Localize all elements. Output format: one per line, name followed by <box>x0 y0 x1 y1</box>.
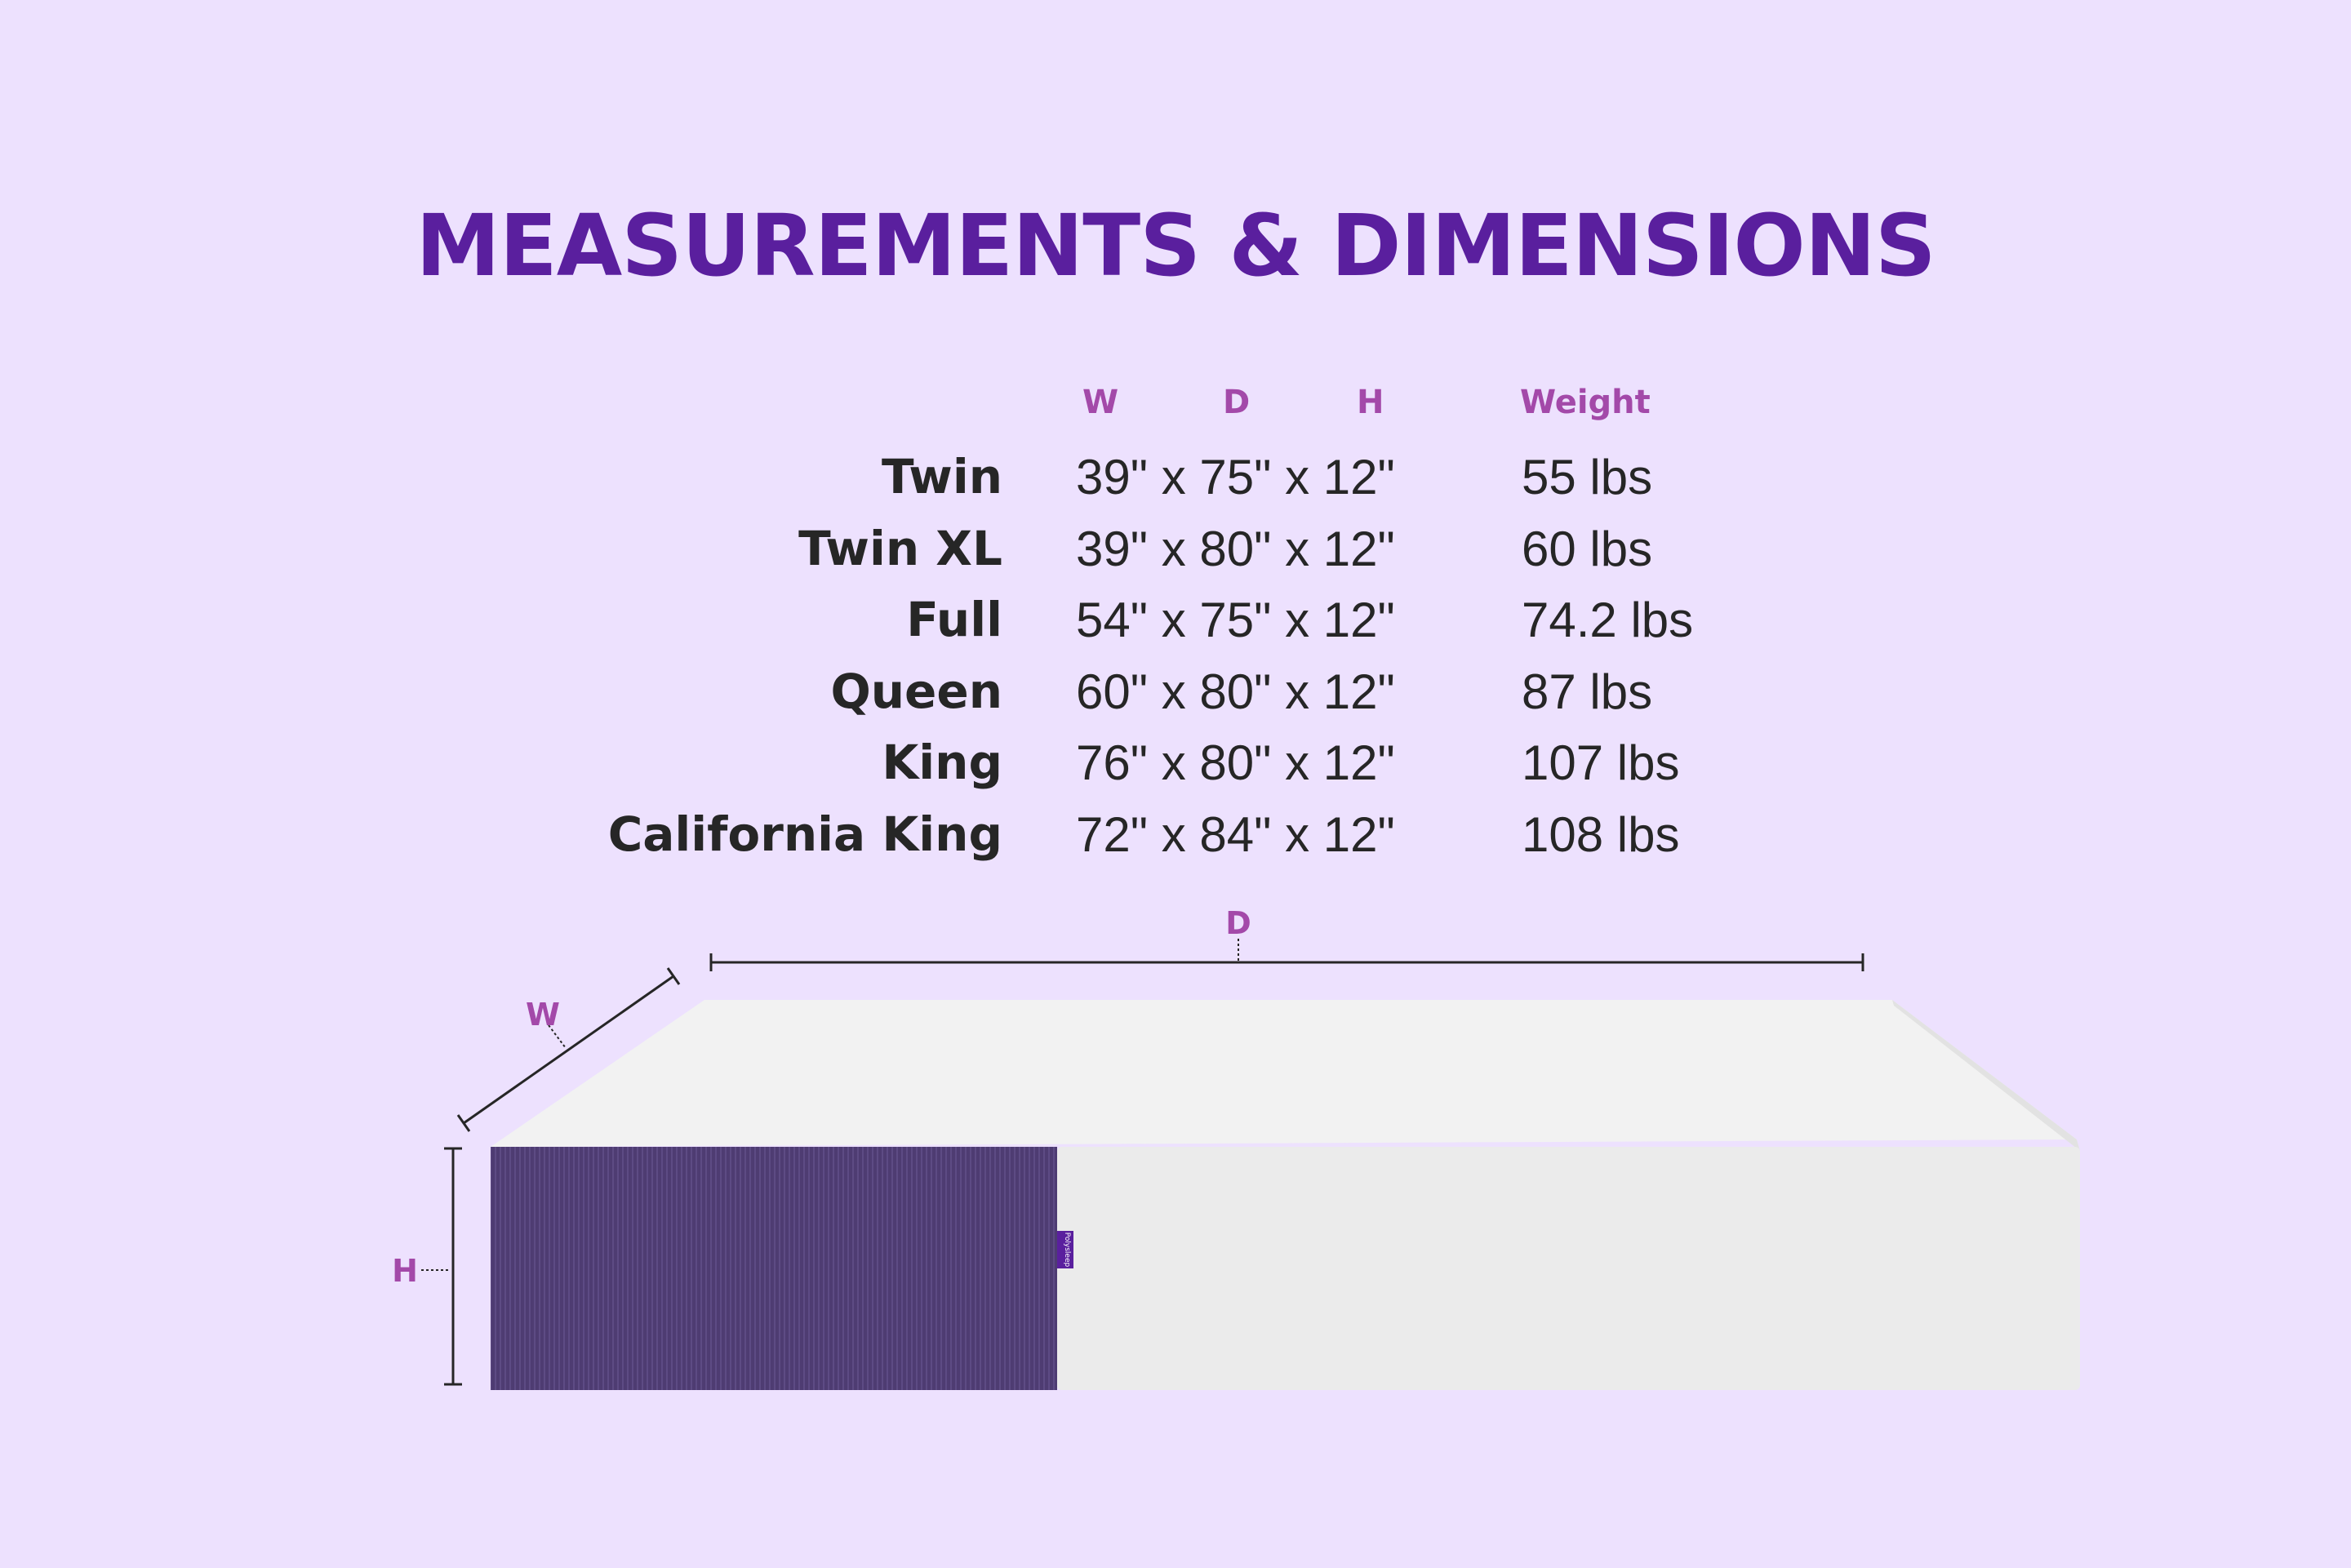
size-weight: 60 lbs <box>1522 521 1653 576</box>
height-label: H <box>392 1253 418 1289</box>
depth-label: D <box>1225 905 1251 941</box>
size-weight: 87 lbs <box>1522 664 1653 719</box>
size-dimensions: 76" x 80" x 12" <box>1076 735 1395 790</box>
size-dimensions: 39" x 75" x 12" <box>1076 450 1395 504</box>
size-weight: 74.2 lbs <box>1522 593 1694 647</box>
size-dimensions: 60" x 80" x 12" <box>1076 664 1395 719</box>
table-row: Full 54" x 75" x 12" 74.2 lbs <box>0 592 2351 664</box>
brand-tag-text: Polysleep <box>1063 1233 1071 1268</box>
size-dimensions: 39" x 80" x 12" <box>1076 521 1395 576</box>
size-weight: 55 lbs <box>1522 450 1653 504</box>
size-name: Twin <box>882 449 1002 504</box>
size-dimensions: 54" x 75" x 12" <box>1076 593 1395 647</box>
header-width: W <box>1082 384 1119 421</box>
table-row: King 76" x 80" x 12" 107 lbs <box>0 735 2351 806</box>
table-row: Twin XL 39" x 80" x 12" 60 lbs <box>0 521 2351 593</box>
mattress-side-white <box>1057 1147 2080 1390</box>
table-row: Twin 39" x 75" x 12" 55 lbs <box>0 449 2351 521</box>
header-depth: D <box>1223 384 1251 421</box>
header-height: H <box>1357 384 1384 421</box>
size-name: Queen <box>830 663 1002 719</box>
size-name: King <box>882 735 1002 790</box>
mattress-top <box>491 1000 2077 1147</box>
size-dimensions: 72" x 84" x 12" <box>1076 806 1395 862</box>
mattress-side-purple <box>491 1147 1057 1390</box>
width-label: W <box>526 997 560 1033</box>
size-name: Full <box>906 592 1002 647</box>
header-weight: Weight <box>1520 384 1651 421</box>
brand-tag <box>1057 1231 1073 1268</box>
table-row: Queen 60" x 80" x 12" 87 lbs <box>0 664 2351 735</box>
size-name: California King <box>607 806 1002 862</box>
page-title: MEASUREMENTS & DIMENSIONS <box>416 196 1936 295</box>
table-row: California King 72" x 84" x 12" 108 lbs <box>0 806 2351 878</box>
size-name: Twin XL <box>798 520 1002 576</box>
size-weight: 107 lbs <box>1522 735 1680 790</box>
size-weight: 108 lbs <box>1522 806 1680 862</box>
